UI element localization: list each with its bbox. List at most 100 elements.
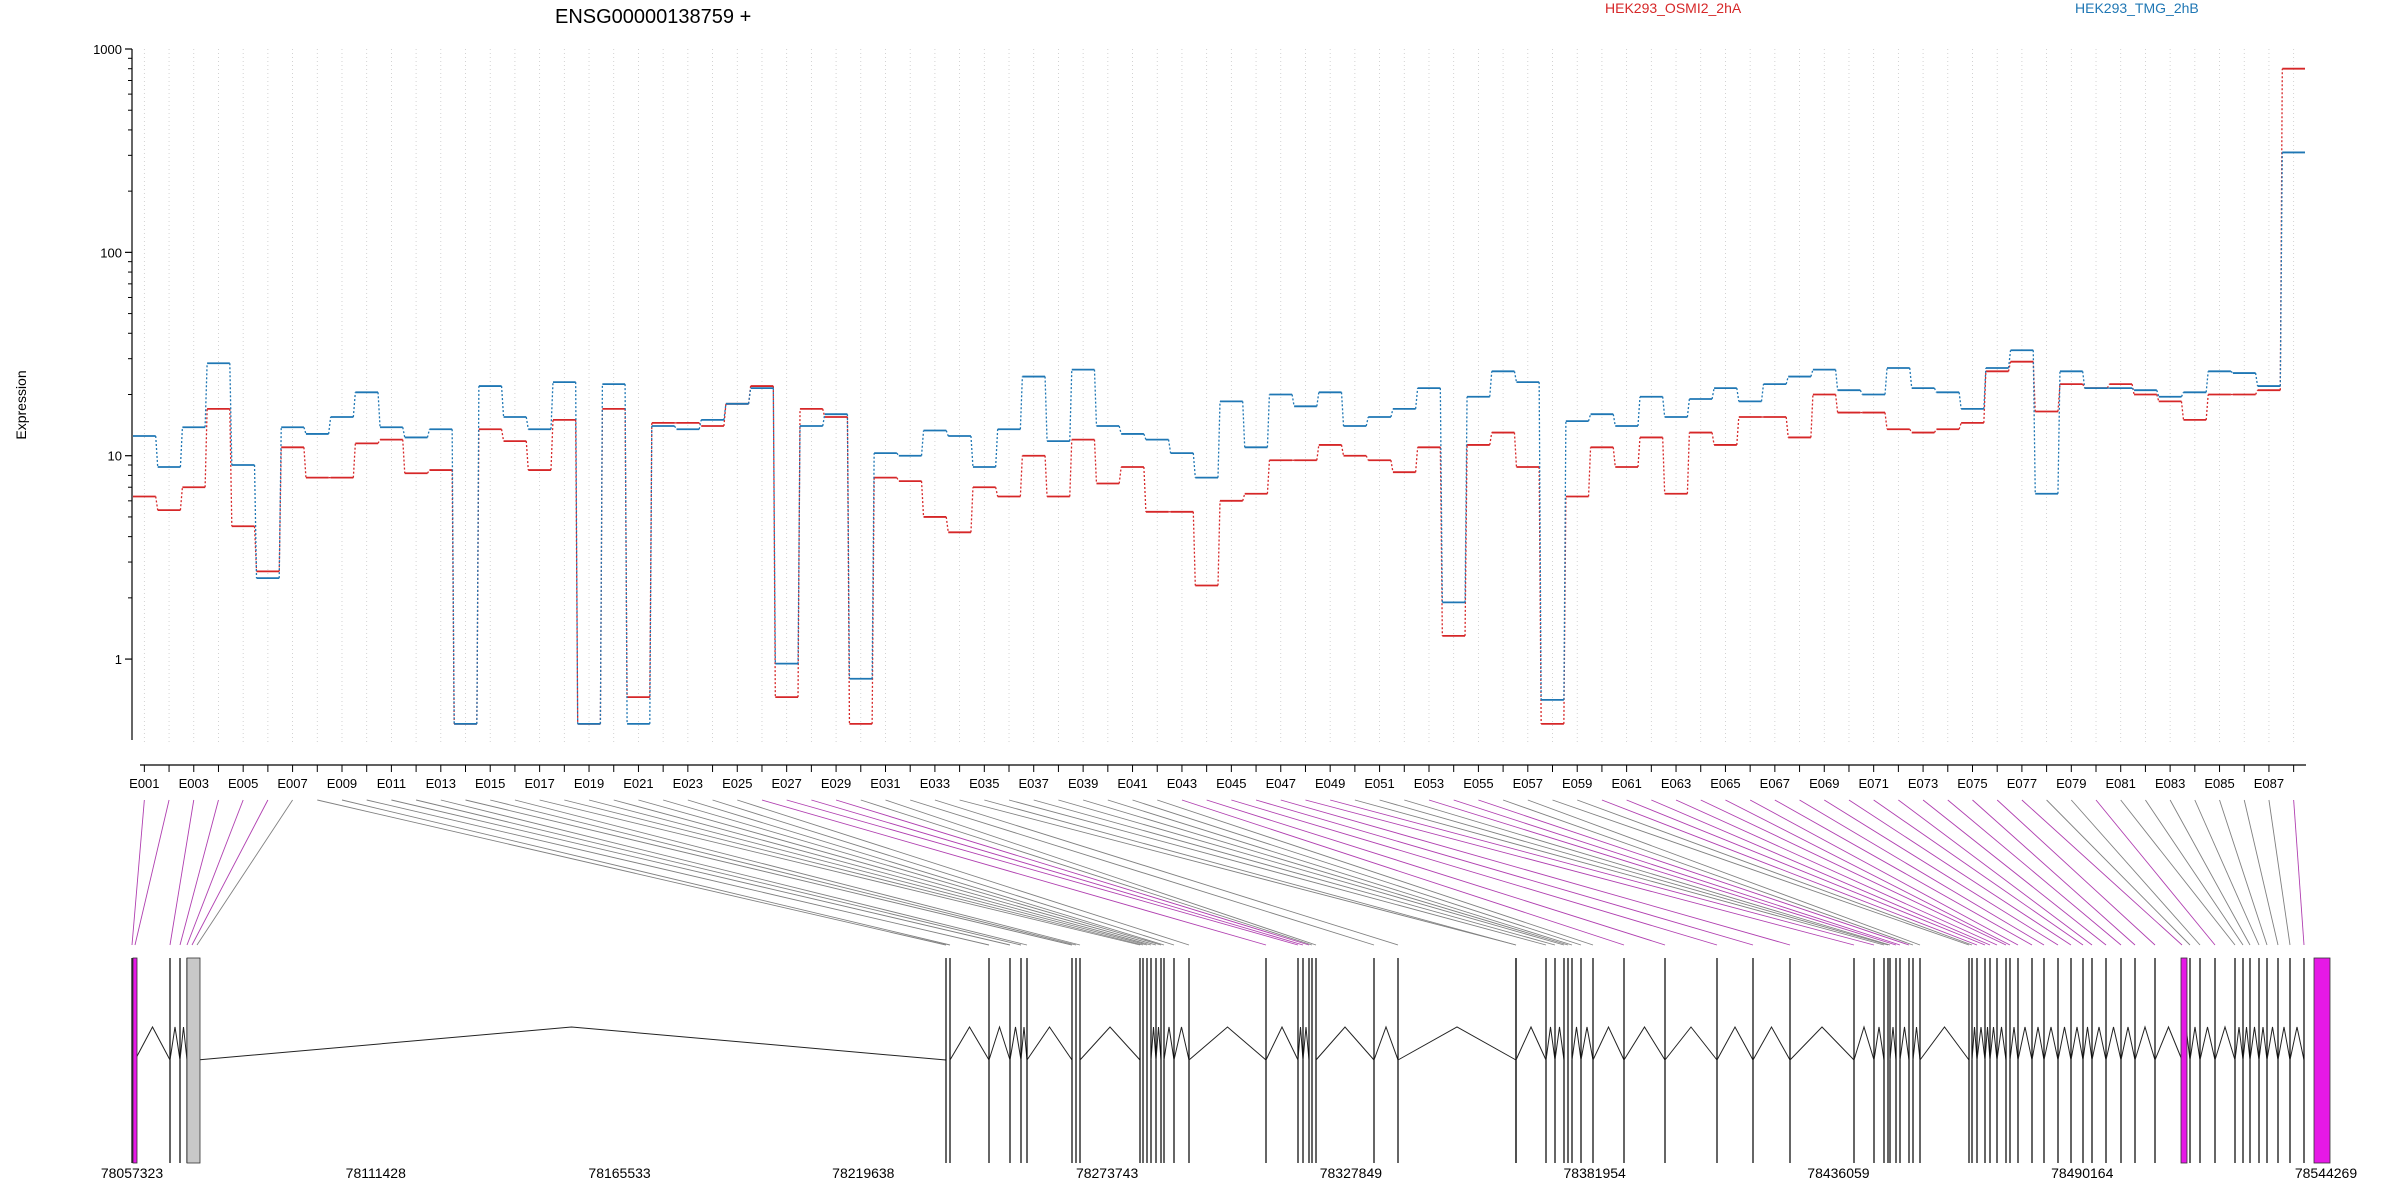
data-connector: [1983, 367, 1987, 409]
data-connector: [303, 427, 307, 435]
exon-connector: [860, 799, 1313, 946]
data-connector: [204, 363, 208, 428]
intron: [169, 1026, 181, 1061]
data-connector: [2131, 387, 2135, 391]
data-connector: [1365, 416, 1369, 427]
x-tick-label: E045: [1216, 776, 1246, 791]
data-connector: [822, 414, 826, 427]
intron: [988, 1025, 1011, 1061]
exon-connector: [1428, 799, 1897, 946]
data-connector: [2254, 372, 2259, 387]
intron: [2057, 1026, 2072, 1061]
data-connector: [1118, 425, 1122, 435]
data-connector: [1810, 369, 1814, 377]
series-b: [133, 151, 2305, 725]
coordinate-label: 78327849: [1320, 1165, 1383, 1181]
intron: [1580, 1026, 1594, 1061]
data-connector: [2156, 390, 2160, 397]
data-connector: [2279, 152, 2283, 387]
exon-connector: [1922, 799, 2107, 946]
x-tick-label: E017: [524, 776, 554, 791]
data-connector: [2255, 389, 2259, 395]
exon-connector: [1478, 799, 1910, 946]
intron: [1853, 1025, 1875, 1061]
data-connector: [1958, 422, 1962, 430]
data-connector: [451, 429, 455, 724]
intron: [1026, 1026, 1073, 1061]
x-tick-label: E069: [1809, 776, 1839, 791]
data-connector: [2205, 371, 2209, 393]
intron: [2189, 1026, 2201, 1061]
y-axis: 1 10 100 1000: [93, 42, 133, 740]
data-connector: [1563, 421, 1567, 700]
exon-connector: [934, 799, 1399, 946]
data-connector: [1933, 387, 1938, 393]
data-connector: [673, 425, 678, 430]
exon-connector: [1824, 799, 2059, 946]
data-connector: [352, 392, 356, 418]
intron: [1155, 1026, 1162, 1061]
intron: [1752, 1025, 1791, 1061]
data-connector: [1217, 401, 1221, 478]
coordinate-label: 78273743: [1076, 1165, 1139, 1181]
coordinate-label: 78381954: [1564, 1165, 1627, 1181]
data-connector: [1834, 394, 1839, 413]
exon-connector: [1601, 799, 1978, 946]
x-tick-label: E057: [1513, 776, 1543, 791]
data-connector: [525, 441, 529, 471]
data-connector: [1736, 388, 1740, 402]
intron: [1079, 1026, 1141, 1061]
data-connector: [970, 435, 974, 468]
data-connector: [229, 408, 233, 527]
x-tick-label: E039: [1068, 776, 1098, 791]
exon-connector: [2070, 799, 2201, 946]
exon-connector: [1996, 799, 2156, 946]
exon-connector: [1280, 799, 1791, 946]
intron: [1664, 1026, 1718, 1061]
data-connector: [1143, 466, 1147, 512]
intron: [2105, 1026, 2122, 1061]
data-connector: [402, 427, 406, 438]
exon-connector: [134, 799, 170, 946]
x-tick-label: E043: [1167, 776, 1197, 791]
data-connector: [155, 496, 159, 511]
data-connector: [155, 435, 159, 468]
data-connector: [1143, 433, 1147, 440]
exon-connector: [465, 799, 1073, 946]
intron: [1899, 1026, 1910, 1061]
data-connector: [1884, 412, 1888, 430]
data-connector: [1217, 500, 1221, 586]
exon-connector: [638, 799, 1157, 946]
data-connector: [1192, 453, 1196, 478]
data-connector: [204, 408, 208, 488]
data-connector: [1909, 367, 1913, 389]
data-connector: [550, 419, 554, 471]
data-connector: [575, 419, 579, 724]
data-connector: [1785, 376, 1789, 385]
exon-connector: [1008, 799, 1547, 946]
y-tick-label: 1: [115, 652, 122, 667]
data-connector: [2205, 394, 2209, 420]
exon-connector: [1255, 799, 1754, 946]
exon-connector: [131, 799, 145, 946]
exon-connector: [910, 799, 1375, 946]
data-connector: [1044, 376, 1048, 442]
data-connector: [352, 443, 356, 478]
data-connector: [1884, 367, 1888, 395]
data-connector: [2007, 361, 2012, 372]
x-tick-label: E065: [1710, 776, 1740, 791]
exon-connector: [1181, 799, 1625, 946]
data-connector: [500, 386, 505, 418]
x-tick-label: E023: [673, 776, 703, 791]
intron: [2258, 1026, 2268, 1061]
intron: [1873, 1026, 1885, 1061]
exon-block: [2313, 957, 2331, 1164]
exon-connector: [1725, 799, 2011, 946]
intron: [1188, 1026, 1267, 1061]
intron: [1173, 1026, 1190, 1061]
exon-connector: [564, 799, 1144, 946]
data-connector: [1686, 398, 1691, 418]
data-connector: [1390, 408, 1394, 418]
exon-connector: [1305, 799, 1855, 946]
data-connector: [945, 430, 949, 437]
